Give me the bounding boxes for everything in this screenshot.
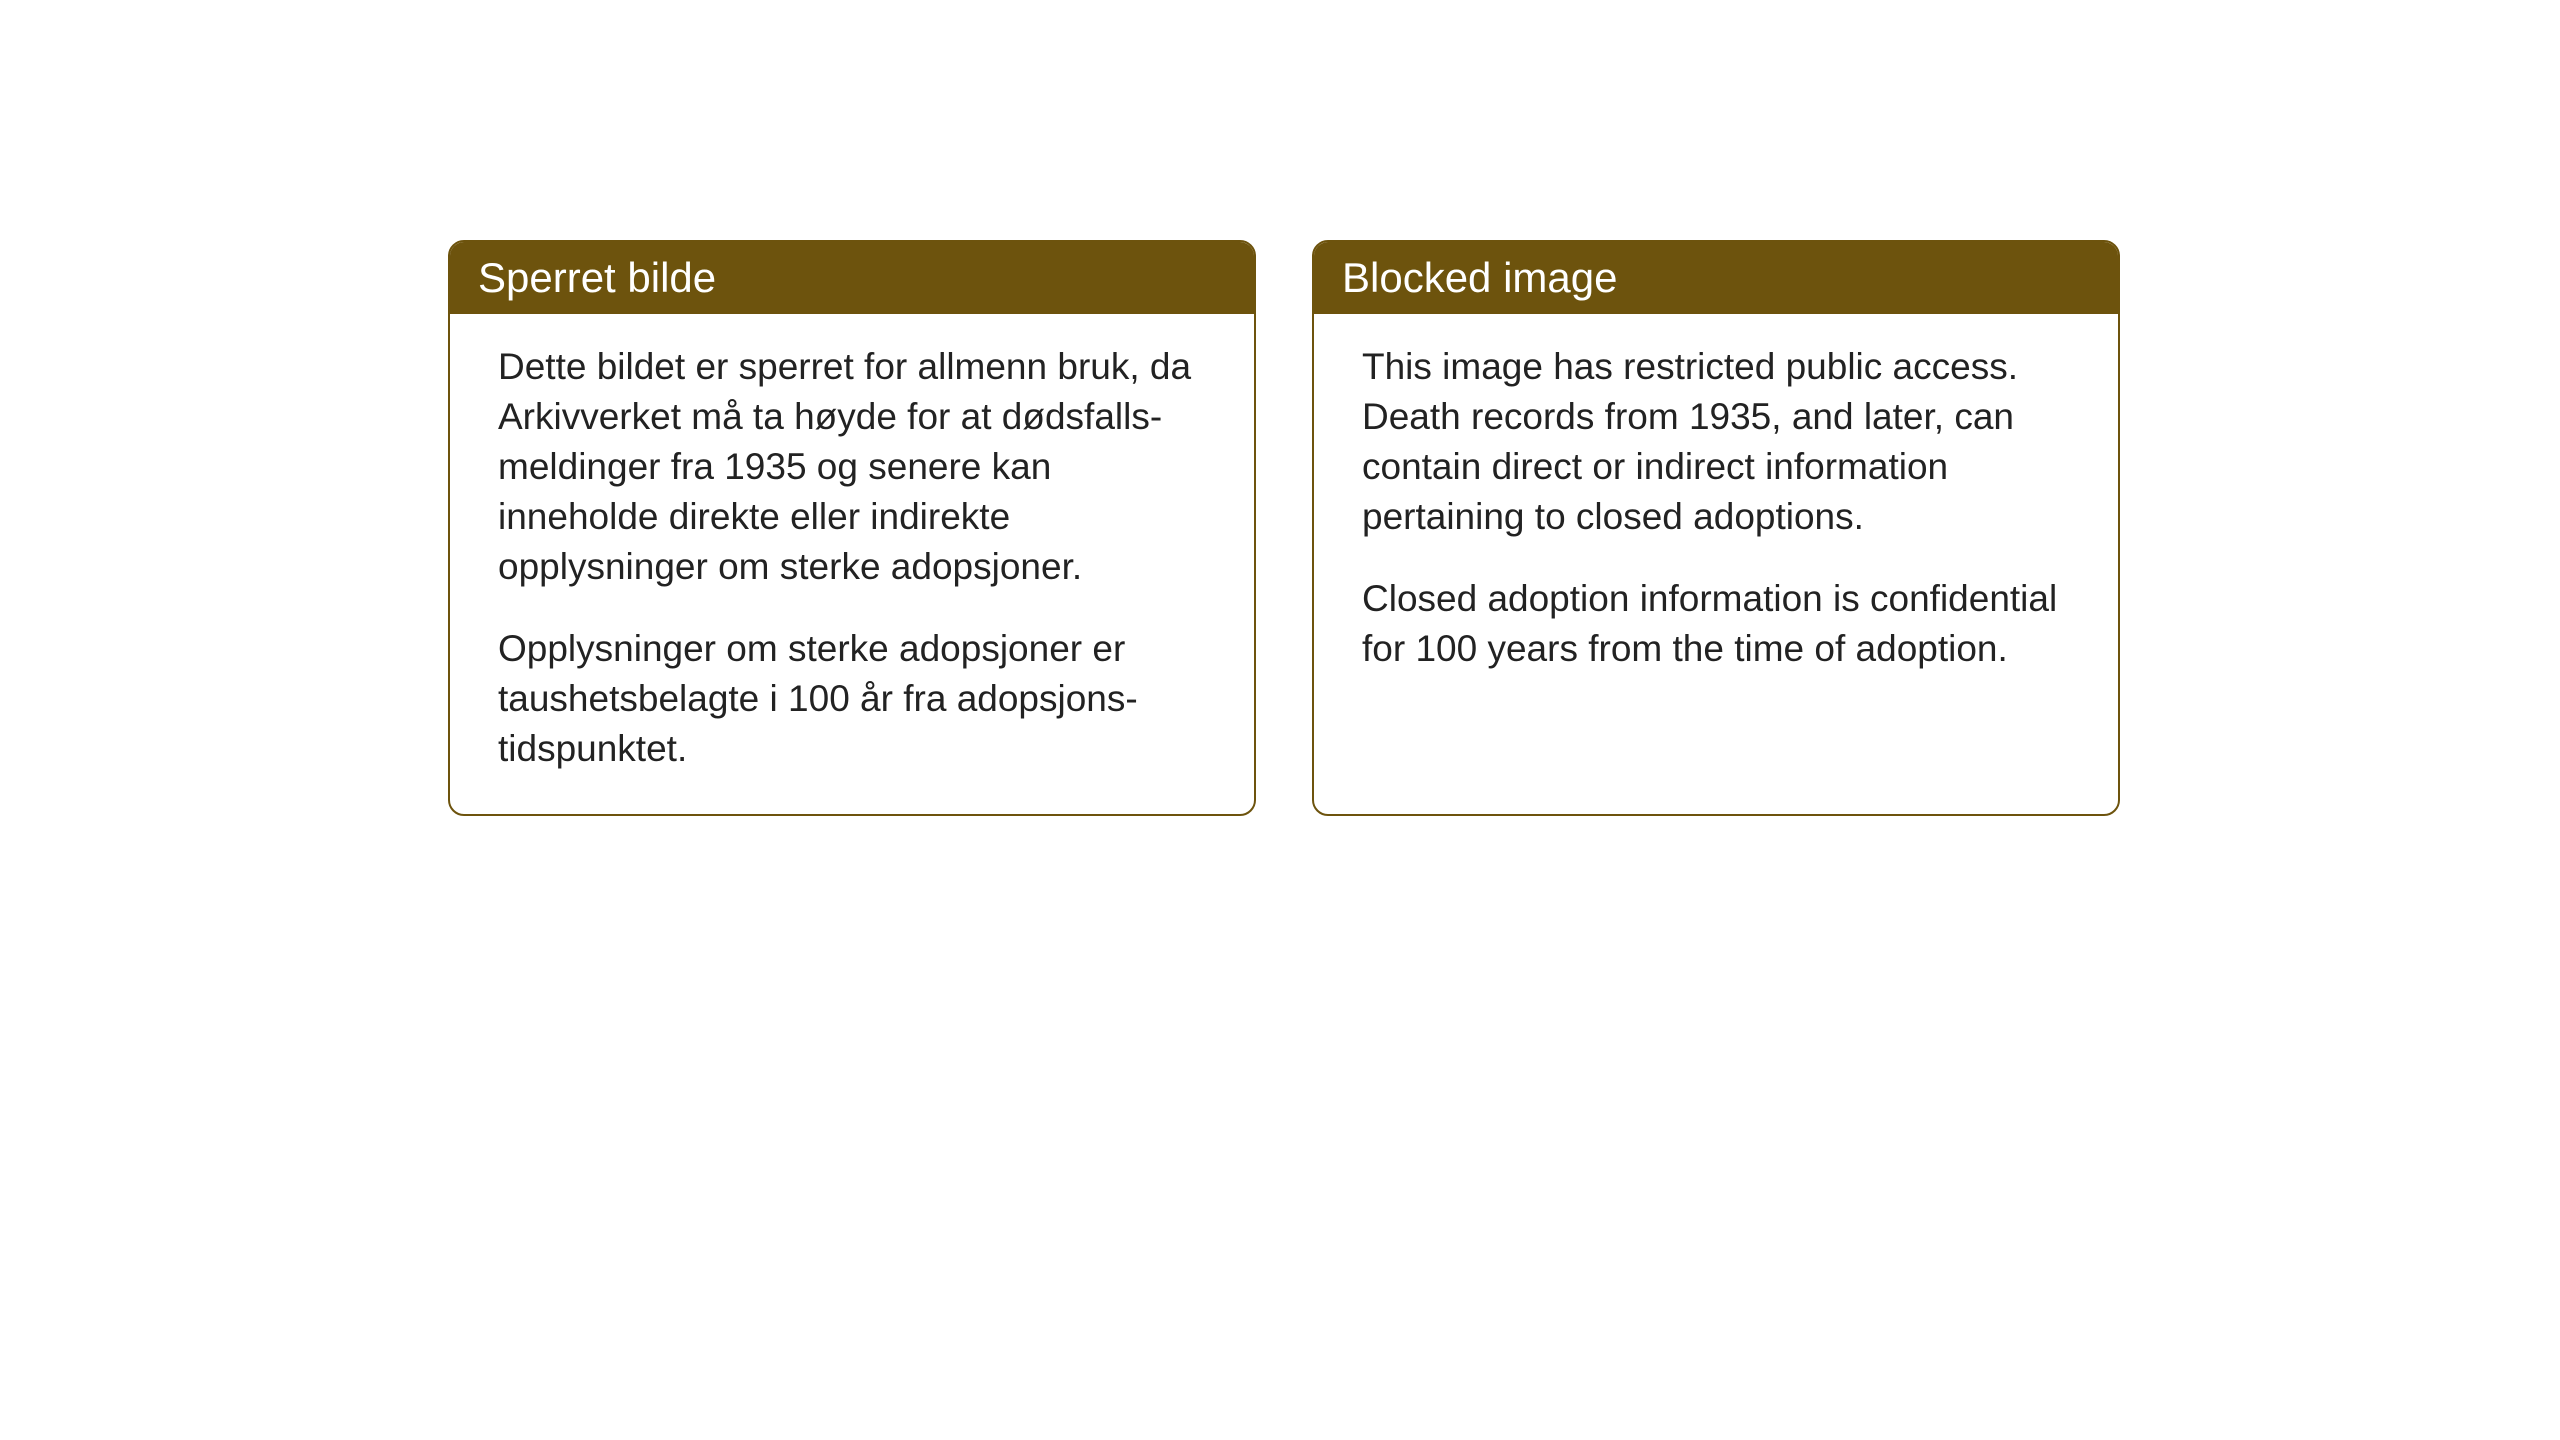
card-para2-norwegian: Opplysninger om sterke adopsjoner er tau… xyxy=(498,624,1206,774)
card-header-norwegian: Sperret bilde xyxy=(450,242,1254,314)
notice-container: Sperret bilde Dette bildet er sperret fo… xyxy=(448,240,2120,816)
card-body-english: This image has restricted public access.… xyxy=(1314,314,2118,714)
card-para1-english: This image has restricted public access.… xyxy=(1362,342,2070,542)
notice-card-english: Blocked image This image has restricted … xyxy=(1312,240,2120,816)
card-header-english: Blocked image xyxy=(1314,242,2118,314)
card-para1-norwegian: Dette bildet er sperret for allmenn bruk… xyxy=(498,342,1206,592)
card-para2-english: Closed adoption information is confident… xyxy=(1362,574,2070,674)
card-body-norwegian: Dette bildet er sperret for allmenn bruk… xyxy=(450,314,1254,814)
notice-card-norwegian: Sperret bilde Dette bildet er sperret fo… xyxy=(448,240,1256,816)
